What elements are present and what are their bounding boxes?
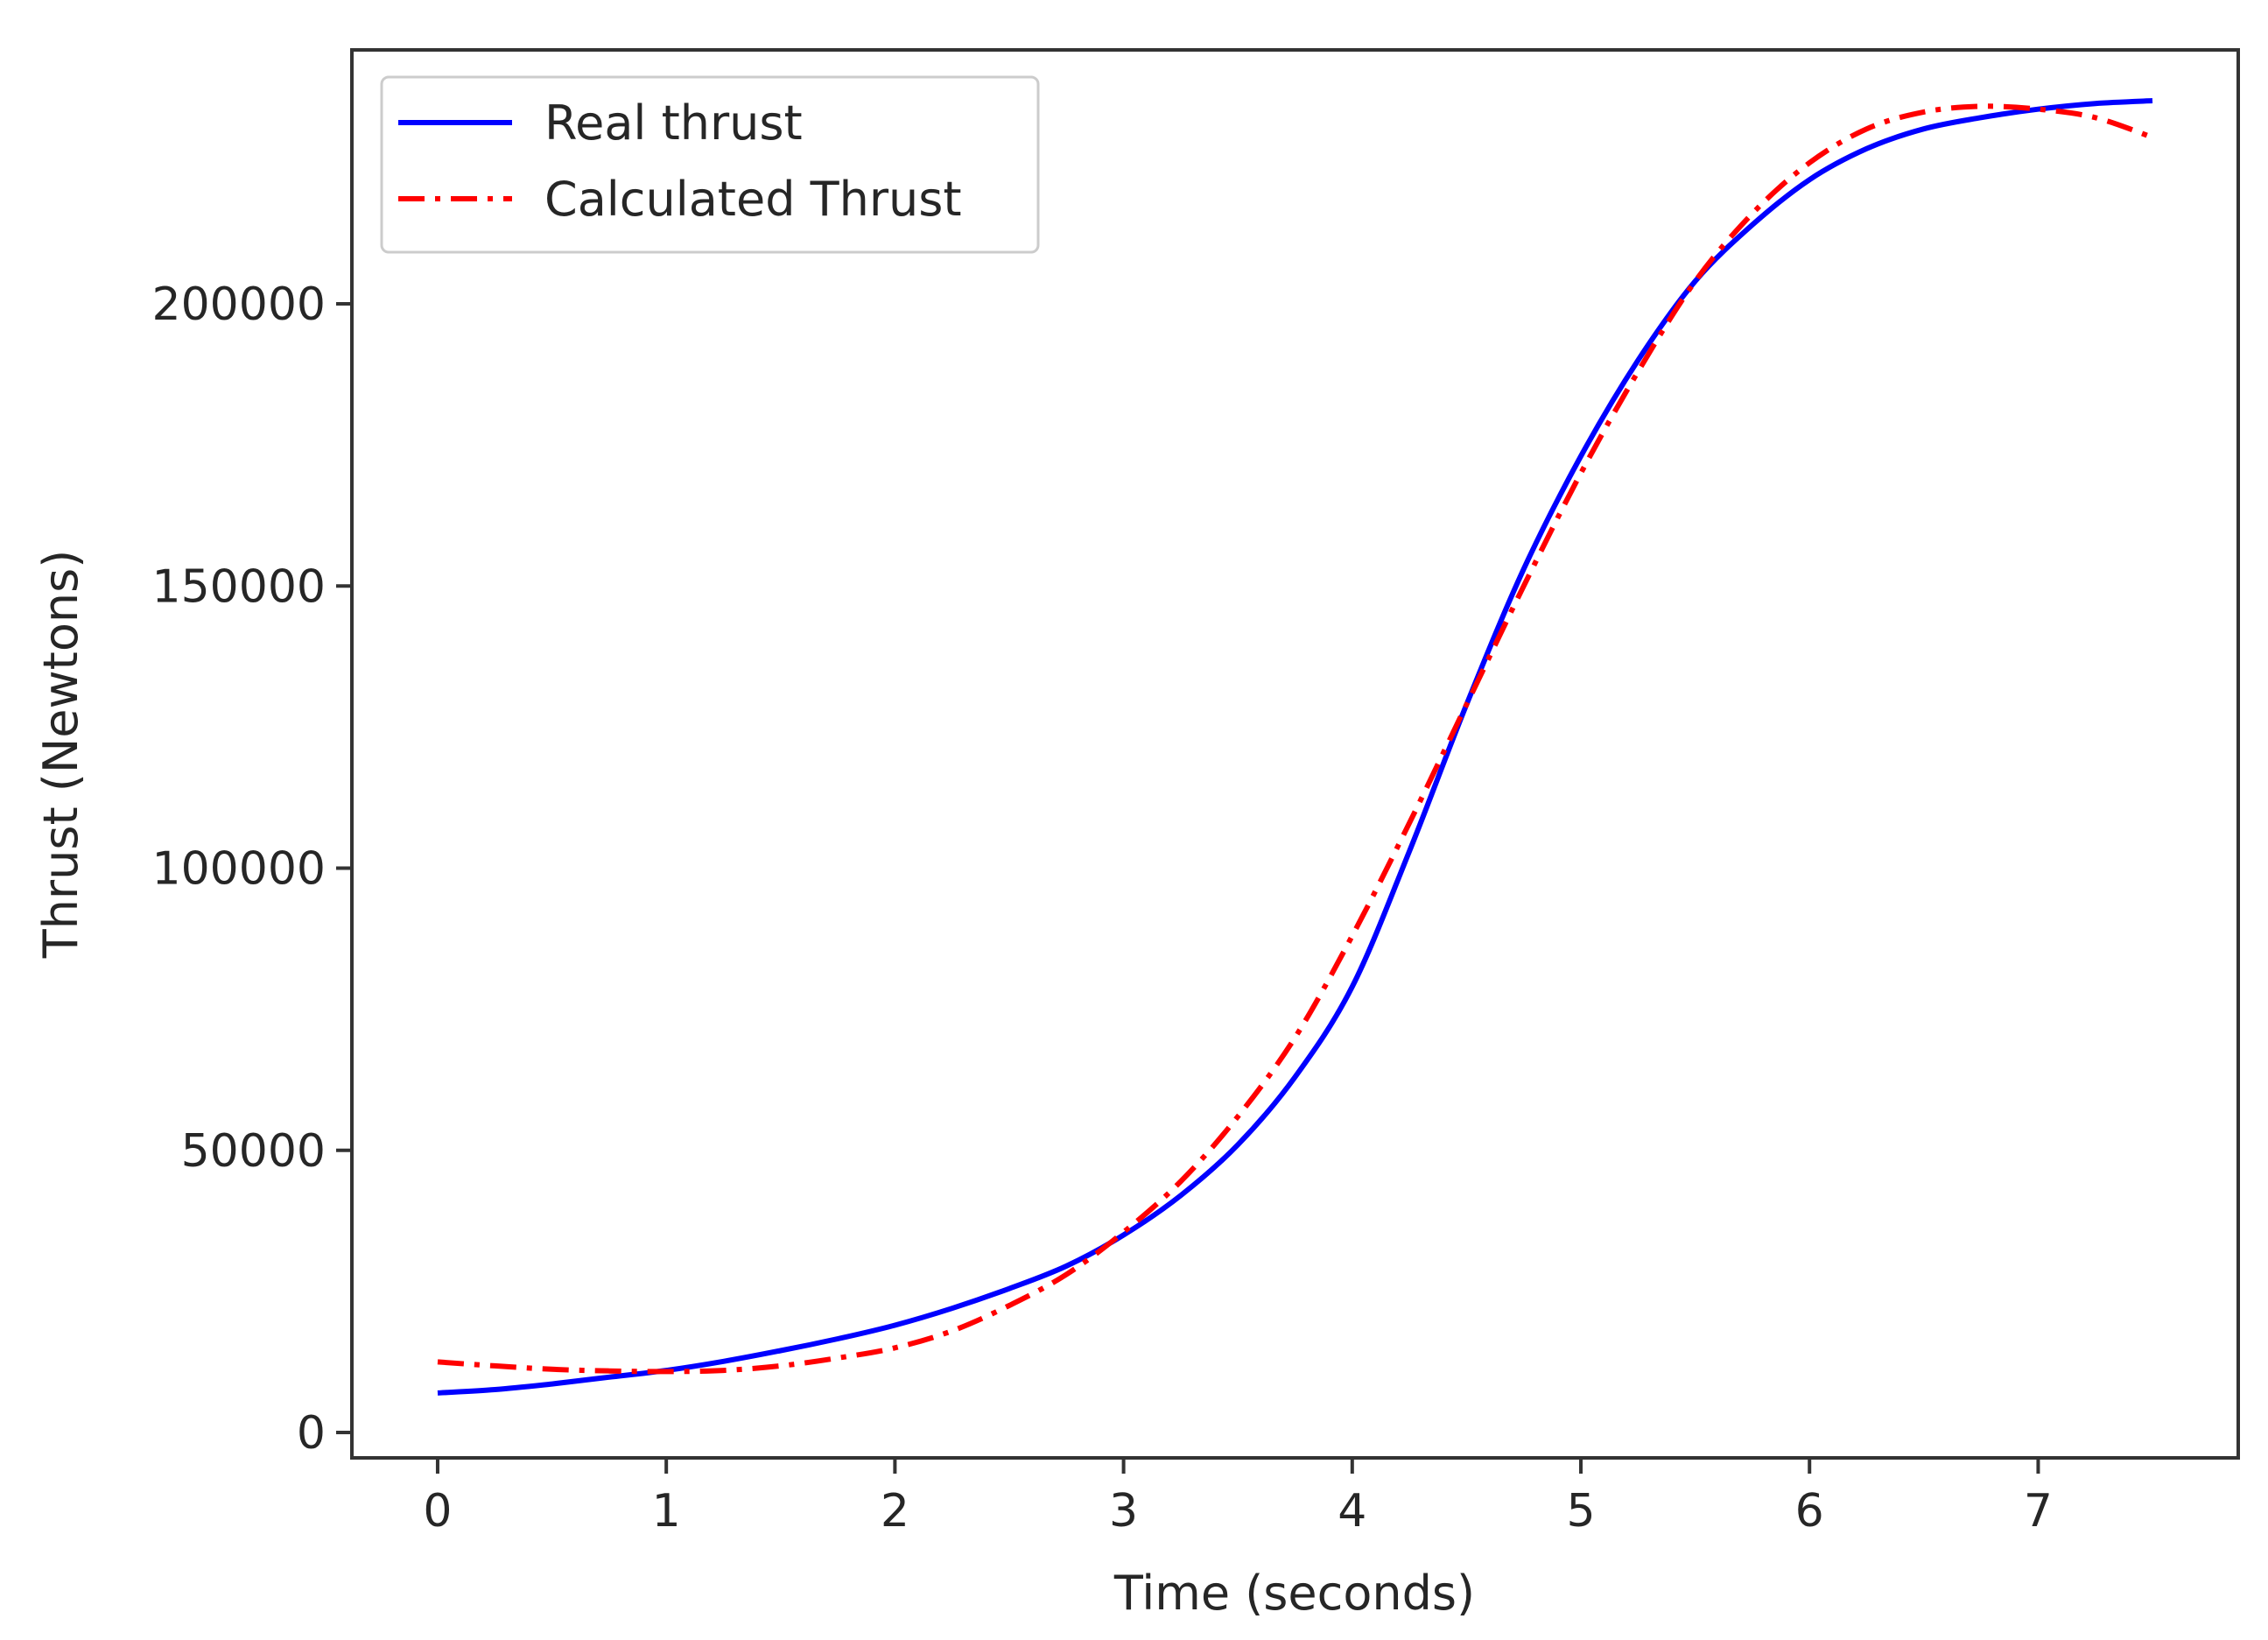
legend-label-real-thrust: Real thrust — [544, 95, 803, 151]
legend-box — [380, 75, 1040, 254]
x-tick-label: 3 — [1109, 1485, 1138, 1538]
y-axis-ticks: 0 50000 100000 150000 200000 — [151, 278, 352, 1460]
x-tick-label: 6 — [1795, 1485, 1824, 1538]
y-tick-label: 150000 — [151, 560, 326, 613]
x-tick-label: 0 — [423, 1485, 452, 1538]
series-line-calculated-thrust — [437, 103, 2153, 1375]
x-axis-label: Time (seconds) — [1113, 1566, 1475, 1621]
x-tick-label: 2 — [881, 1485, 909, 1538]
x-tick-label: 5 — [1566, 1485, 1595, 1538]
x-tick-label: 1 — [652, 1485, 681, 1538]
x-tick-label: 7 — [2024, 1485, 2053, 1538]
series-layer — [437, 98, 2153, 1396]
y-axis-label: Thrust (Newtons) — [33, 550, 88, 960]
x-tick-label: 4 — [1338, 1485, 1366, 1538]
x-axis-ticks: 0 1 2 3 4 5 6 7 — [423, 1458, 2053, 1538]
y-tick-label: 50000 — [181, 1125, 326, 1178]
legend: Real thrust Calculated Thrust — [380, 75, 1040, 254]
y-tick-label: 0 — [297, 1407, 326, 1460]
y-tick-label: 200000 — [151, 278, 326, 331]
legend-label-calculated-thrust: Calculated Thrust — [544, 172, 962, 227]
y-tick-label: 100000 — [151, 843, 326, 896]
plot-frame — [350, 48, 2240, 1460]
series-line-real-thrust — [437, 98, 2153, 1396]
